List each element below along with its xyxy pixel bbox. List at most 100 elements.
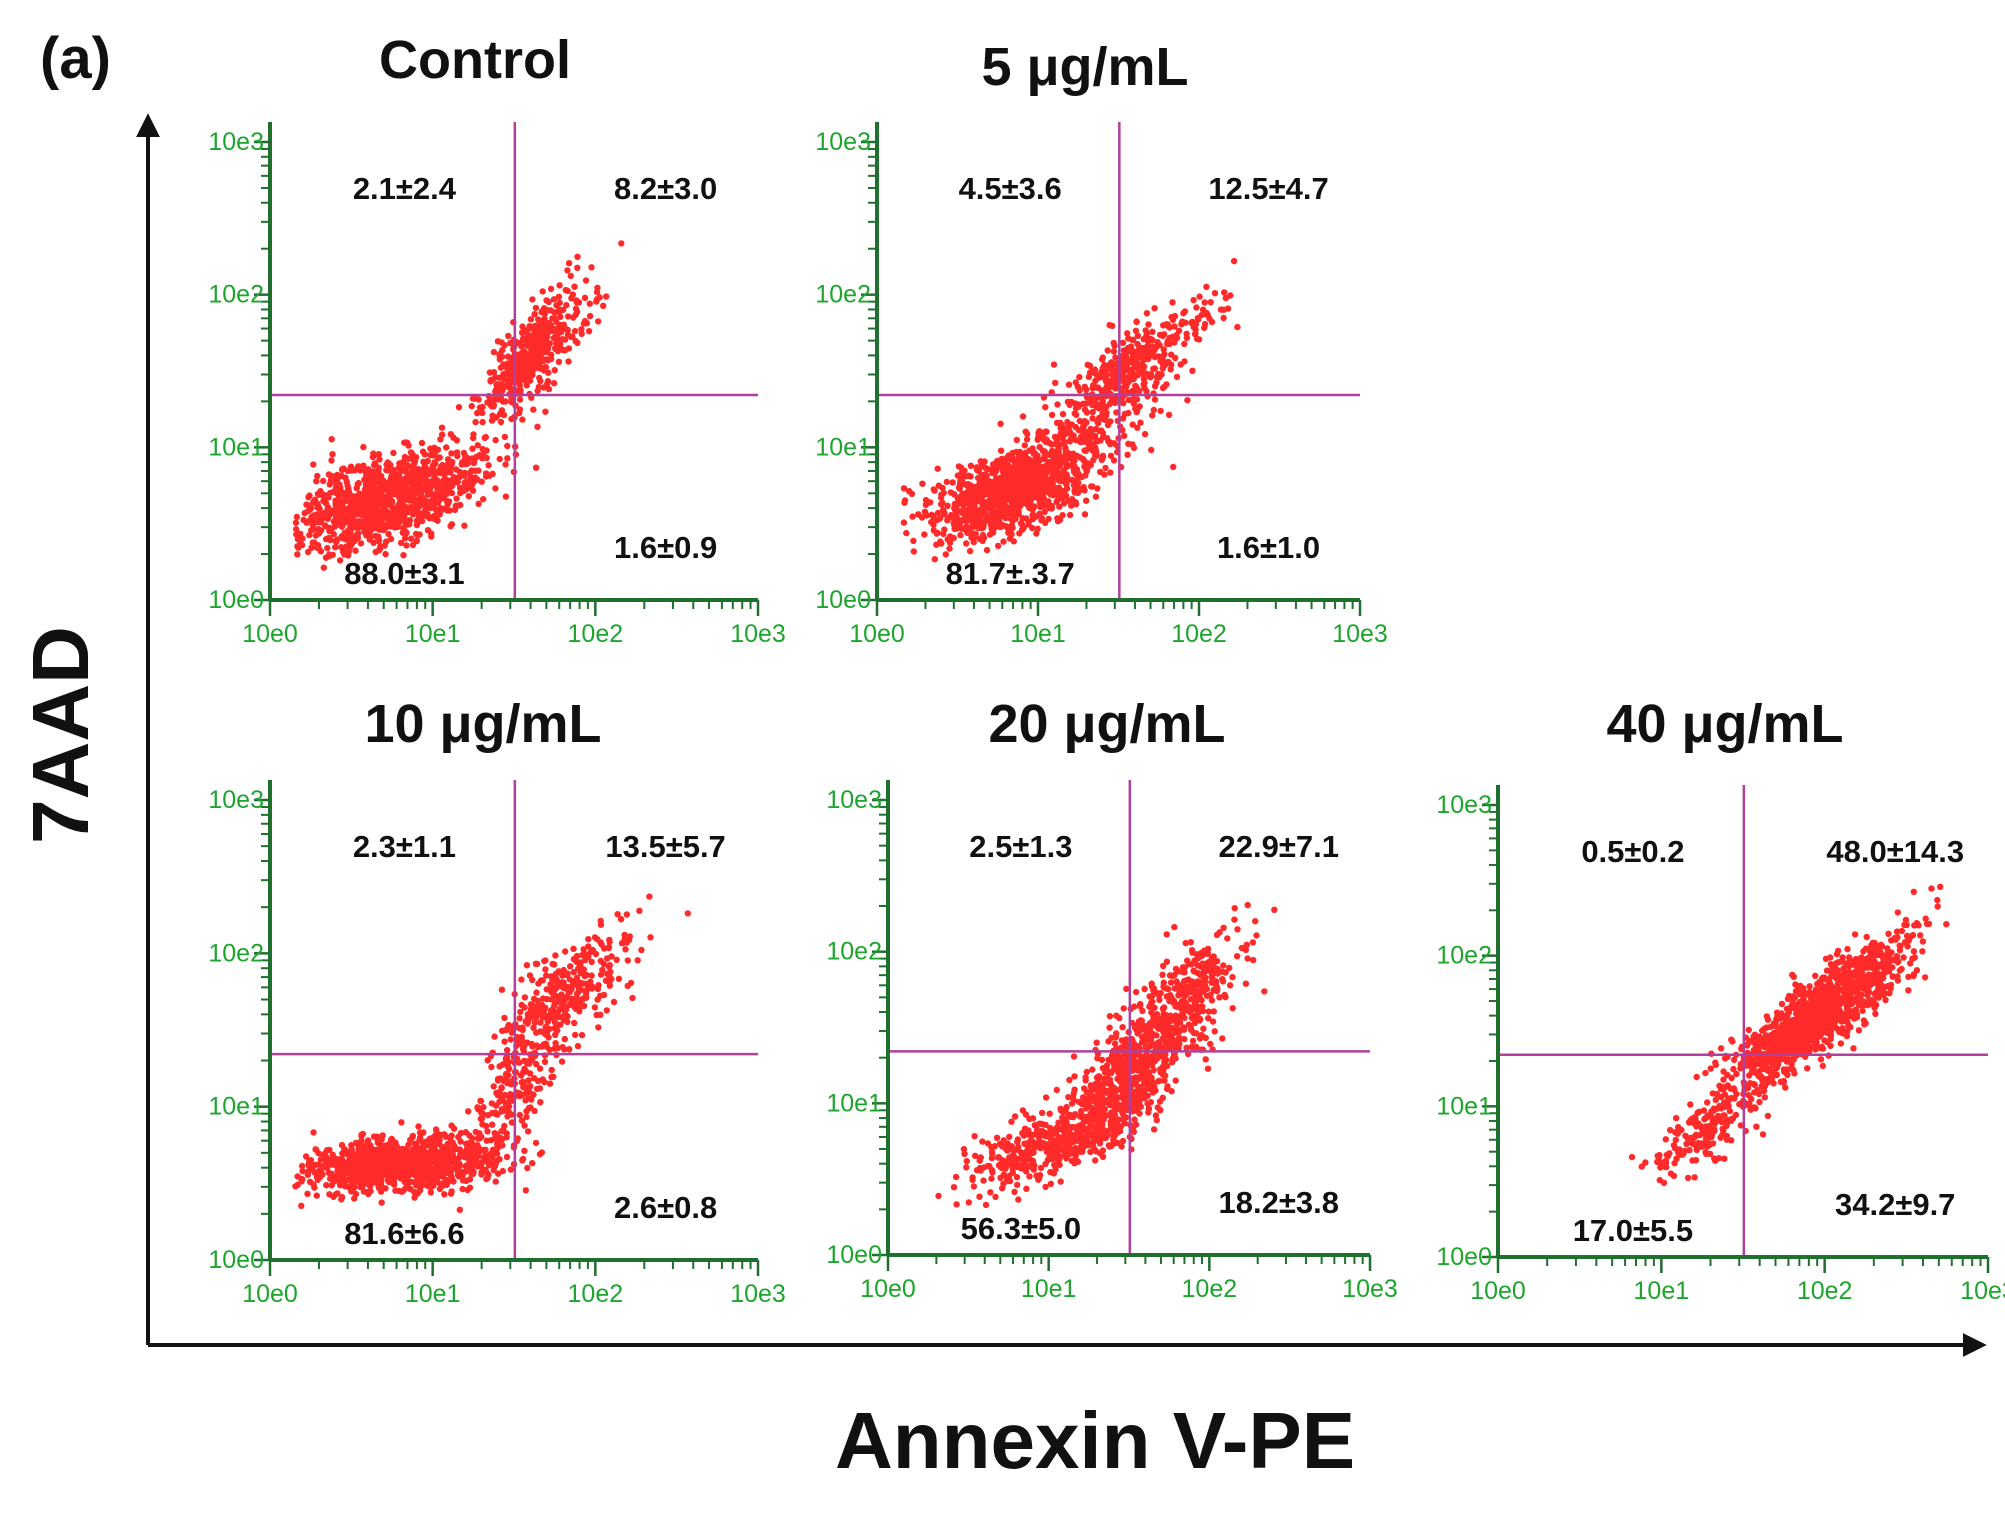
data-point <box>964 480 972 488</box>
data-point <box>1147 374 1154 381</box>
data-point <box>983 477 991 484</box>
data-point <box>1071 410 1078 417</box>
data-point <box>475 1152 482 1160</box>
data-point <box>1169 333 1176 340</box>
data-point <box>985 497 993 504</box>
data-point <box>472 418 479 426</box>
data-point <box>592 950 600 958</box>
data-point <box>534 1011 541 1018</box>
data-point <box>1086 434 1093 441</box>
data-point <box>457 1138 464 1145</box>
data-point <box>555 994 562 1001</box>
data-point <box>1021 442 1028 449</box>
data-point <box>444 1140 451 1148</box>
data-point <box>997 447 1005 454</box>
data-point <box>345 1167 352 1174</box>
data-point <box>1102 464 1109 472</box>
data-point <box>326 1191 333 1198</box>
data-point <box>1031 503 1038 510</box>
data-point <box>597 957 604 965</box>
data-point <box>334 509 341 516</box>
data-point <box>1056 516 1064 524</box>
data-point <box>465 1108 472 1115</box>
data-point <box>407 449 415 456</box>
data-point <box>1011 511 1018 518</box>
data-point <box>463 481 470 488</box>
data-point <box>983 546 991 554</box>
data-point <box>413 521 421 529</box>
data-point <box>577 964 585 971</box>
y-tick-label: 10e2 <box>826 938 882 966</box>
data-point <box>455 404 463 411</box>
data-point <box>1160 352 1167 359</box>
data-point <box>910 537 917 545</box>
data-point <box>360 443 367 451</box>
panel-2: 5 μg/mL10e010e010e110e110e210e210e310e34… <box>815 37 1387 648</box>
data-point <box>402 535 409 542</box>
data-point <box>463 1147 470 1155</box>
data-point <box>448 1146 456 1154</box>
data-point <box>550 296 558 303</box>
data-point <box>573 299 581 306</box>
data-point <box>1234 323 1241 331</box>
data-point <box>1050 492 1057 499</box>
data-point <box>1021 453 1029 460</box>
data-point <box>900 485 908 492</box>
data-point <box>320 564 327 571</box>
y-tick-label: 10e2 <box>815 281 871 309</box>
data-point <box>447 464 454 471</box>
data-point <box>1006 535 1014 542</box>
data-point <box>1053 419 1061 426</box>
data-point <box>298 1175 305 1183</box>
data-point <box>523 962 531 969</box>
data-point <box>1000 508 1008 516</box>
data-point <box>375 510 382 518</box>
data-point <box>1149 328 1156 335</box>
x-tick-label: 10e1 <box>1021 1275 1077 1303</box>
data-point <box>388 503 395 510</box>
data-point <box>377 1188 385 1195</box>
data-point <box>1134 340 1141 348</box>
data-point <box>1093 384 1101 391</box>
data-point <box>1065 497 1072 504</box>
data-point <box>1165 411 1173 419</box>
data-point <box>464 1186 471 1194</box>
data-point <box>1053 467 1061 474</box>
data-point <box>538 341 545 348</box>
data-point <box>548 973 555 980</box>
data-point <box>585 328 593 335</box>
data-point <box>438 1152 446 1159</box>
data-point <box>1121 432 1128 439</box>
data-point <box>1029 511 1037 518</box>
data-point <box>1036 444 1043 451</box>
data-point <box>634 957 641 964</box>
data-point <box>521 1004 528 1011</box>
data-point <box>1000 538 1007 545</box>
data-point <box>1130 444 1138 452</box>
data-point <box>416 531 423 538</box>
data-point <box>516 1059 523 1066</box>
data-point <box>597 971 605 978</box>
data-point <box>443 476 450 484</box>
data-point <box>540 356 548 363</box>
scatter-points <box>935 901 1278 1209</box>
data-point <box>357 540 365 547</box>
data-point <box>298 1202 305 1210</box>
data-point <box>572 311 579 319</box>
data-point <box>1170 463 1177 471</box>
data-point <box>1025 521 1032 528</box>
data-point <box>368 1168 376 1175</box>
data-point <box>564 313 572 320</box>
data-point <box>382 550 389 558</box>
data-point <box>980 491 987 498</box>
data-point <box>293 513 301 521</box>
data-point <box>457 1129 465 1137</box>
data-point <box>386 520 393 527</box>
data-point <box>400 552 407 559</box>
data-point <box>313 1192 320 1199</box>
data-point <box>544 380 551 387</box>
data-point <box>442 482 449 490</box>
data-point <box>1061 489 1068 497</box>
data-point <box>974 517 981 524</box>
data-point <box>638 946 645 954</box>
